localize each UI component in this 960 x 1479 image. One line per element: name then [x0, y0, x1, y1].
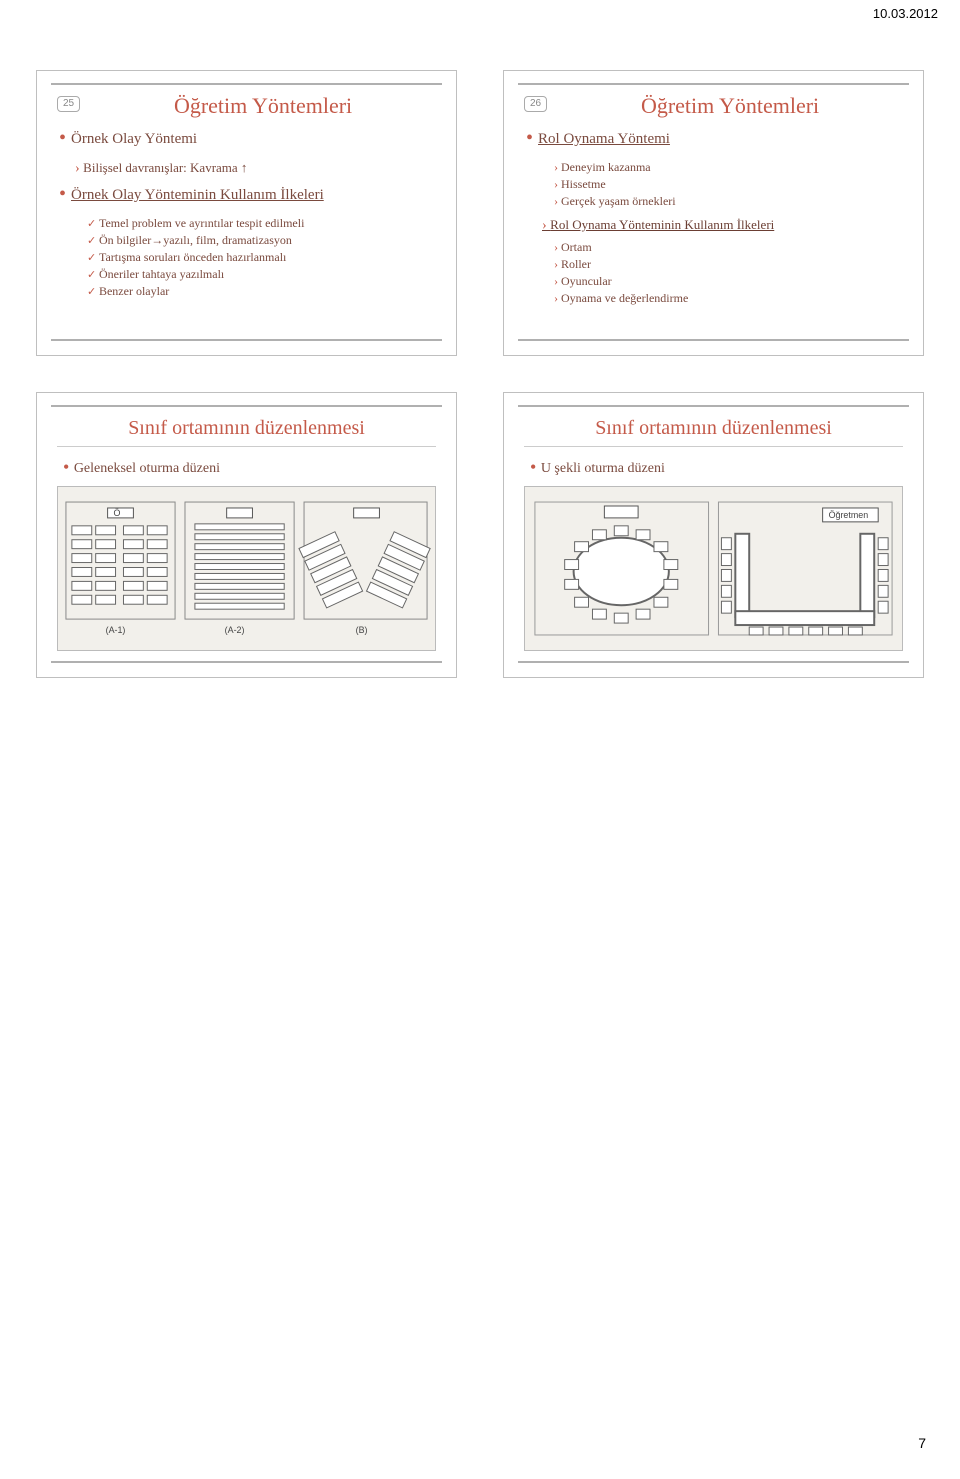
slide-title: Sınıf ortamının düzenlenmesi: [57, 417, 436, 447]
layout-subtitle: U şekli oturma düzeni: [530, 457, 903, 478]
page-date: 10.03.2012: [873, 6, 938, 21]
slide-title-row: 25 Öğretim Yöntemleri: [57, 93, 436, 119]
svg-text:Ö: Ö: [114, 508, 121, 518]
slide-inner: 26 Öğretim Yöntemleri Rol Oynama Yöntemi…: [518, 83, 909, 341]
principle-item: Öneriler tahtaya yazılmalı: [87, 267, 436, 282]
panel-b: (B): [299, 502, 430, 635]
slide-25: 25 Öğretim Yöntemleri Örnek Olay Yöntemi…: [36, 70, 457, 356]
cognitive-note: Bilişsel davranışlar: Kavrama ↑: [75, 160, 436, 177]
slide-number-badge: 26: [524, 96, 547, 112]
principle-item: Roller: [554, 257, 903, 272]
u-shape-seating-diagram: Öğretmen: [524, 486, 903, 651]
u-shape-rect: Öğretmen: [718, 502, 892, 635]
principle-item: Tartışma soruları önceden hazırlanmalı: [87, 250, 436, 265]
principle-item: Oyuncular: [554, 274, 903, 289]
slide-title-row: 26 Öğretim Yöntemleri: [524, 93, 903, 119]
slide-inner: Sınıf ortamının düzenlenmesi U şekli otu…: [518, 405, 909, 663]
slide-title: Öğretim Yöntemleri: [557, 93, 903, 119]
slides-grid: 25 Öğretim Yöntemleri Örnek Olay Yöntemi…: [0, 0, 960, 718]
slide-number-badge: 25: [57, 96, 80, 112]
slide-title: Sınıf ortamının düzenlenmesi: [524, 417, 903, 447]
traditional-seating-diagram: Ö: [57, 486, 436, 651]
feature-item: Gerçek yaşam örnekleri: [554, 194, 903, 209]
panel-a2: (A-2): [185, 502, 294, 635]
slide-28: Sınıf ortamının düzenlenmesi U şekli otu…: [503, 392, 924, 678]
u-shape-oval: [535, 502, 709, 635]
slide-inner: Sınıf ortamının düzenlenmesi Geleneksel …: [51, 405, 442, 663]
feature-item: Hissetme: [554, 177, 903, 192]
principle-item: Oynama ve değerlendirme: [554, 291, 903, 306]
principle-item: Ortam: [554, 240, 903, 255]
svg-text:(A-1): (A-1): [106, 625, 126, 635]
principles-heading: Rol Oynama Yönteminin Kullanım İlkeleri: [542, 217, 903, 234]
slide-26: 26 Öğretim Yöntemleri Rol Oynama Yöntemi…: [503, 70, 924, 356]
panel-a1: Ö: [66, 502, 175, 635]
slide-title: Öğretim Yöntemleri: [90, 93, 436, 119]
feature-item: Deneyim kazanma: [554, 160, 903, 175]
slide-inner: 25 Öğretim Yöntemleri Örnek Olay Yöntemi…: [51, 83, 442, 341]
principle-item: Benzer olaylar: [87, 284, 436, 299]
svg-text:(B): (B): [356, 625, 368, 635]
layout-subtitle: Geleneksel oturma düzeni: [63, 457, 436, 478]
page-number: 7: [918, 1435, 926, 1451]
slide-27: Sınıf ortamının düzenlenmesi Geleneksel …: [36, 392, 457, 678]
svg-text:Öğretmen: Öğretmen: [829, 510, 869, 520]
principle-item: Temel problem ve ayrıntılar tespit edilm…: [87, 216, 436, 231]
method-heading: Rol Oynama Yöntemi: [526, 127, 903, 150]
method-heading: Örnek Olay Yöntemi: [59, 127, 436, 150]
principle-item: Ön bilgiler→yazılı, film, dramatizasyon: [87, 233, 436, 248]
svg-text:(A-2): (A-2): [225, 625, 245, 635]
principles-heading: Örnek Olay Yönteminin Kullanım İlkeleri: [59, 183, 436, 206]
